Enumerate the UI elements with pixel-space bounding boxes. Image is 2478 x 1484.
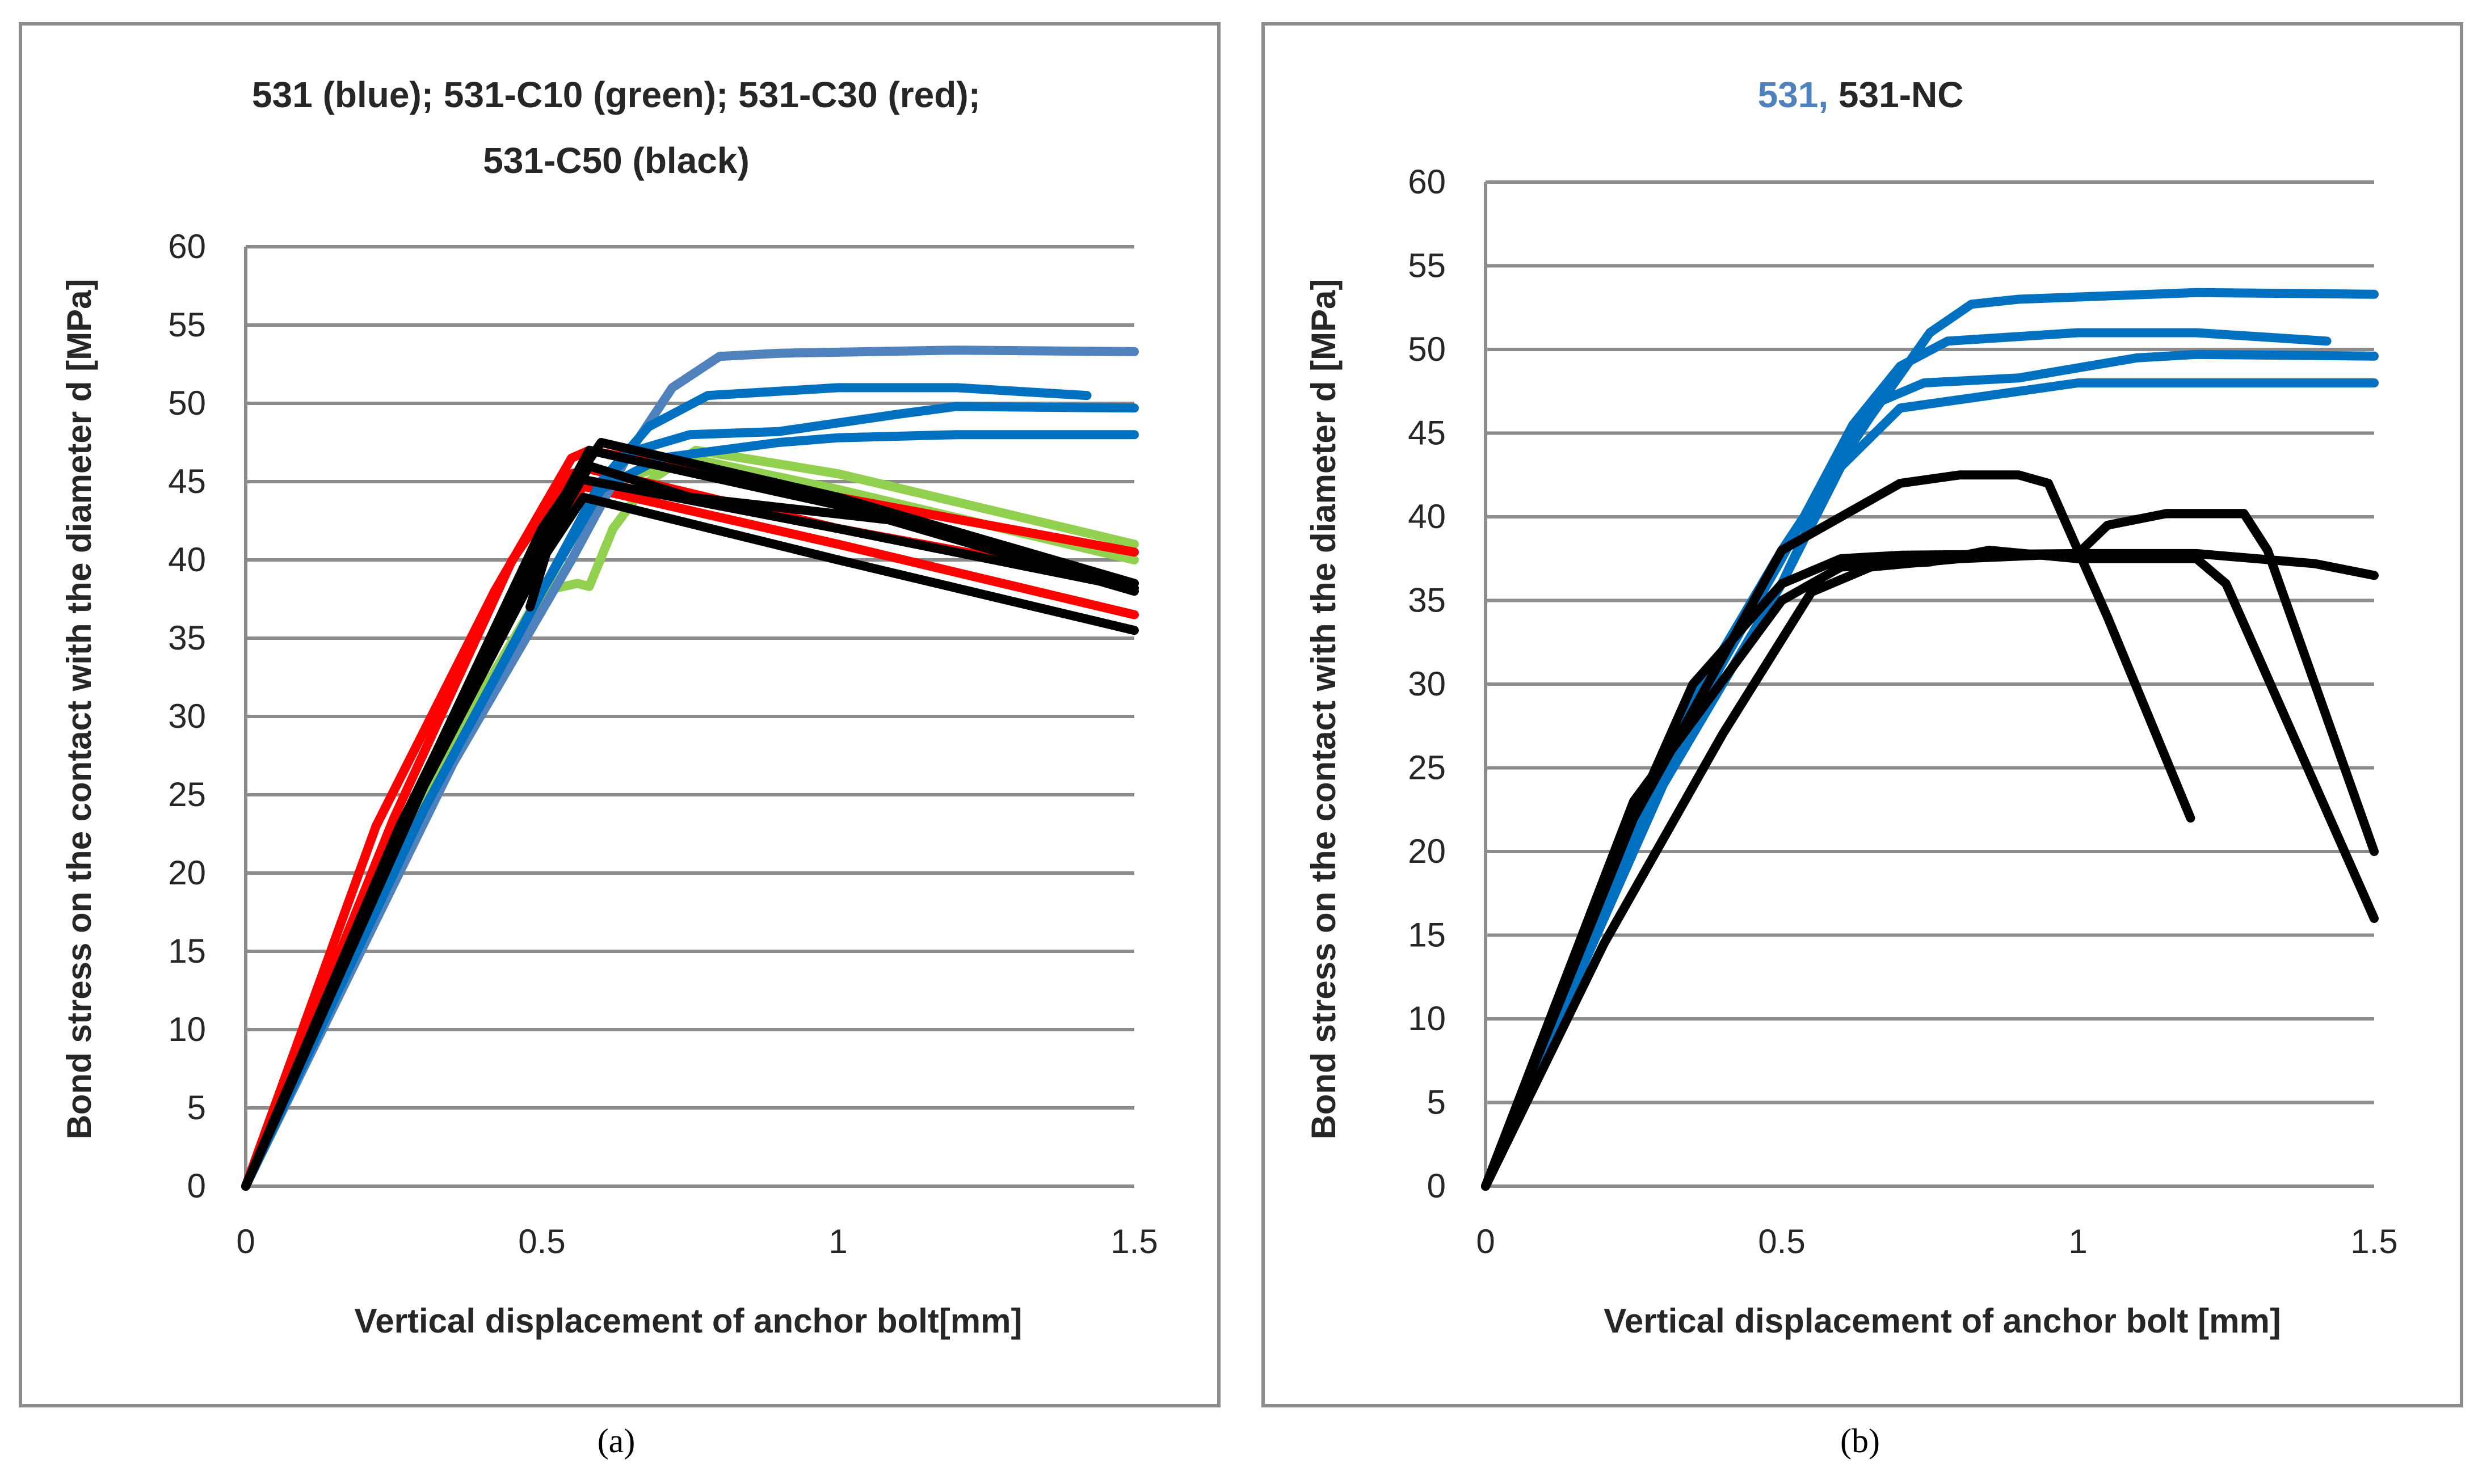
chart-b-y-tick-label: 20 [1408,832,1446,870]
chart-a-x-tick-label: 0 [236,1222,255,1260]
chart-a-grid [244,245,1134,1188]
chart-b-y-tick-label: 10 [1408,1000,1446,1038]
chart-b-y-tick-label: 60 [1408,163,1446,201]
chart-a-x-tick-label: 1.5 [1110,1222,1158,1260]
chart-a-y-tick-label: 15 [168,932,206,970]
chart-a-y-axis-label: Bond stress on the contact with the diam… [60,279,98,1140]
chart-b-x-tick-label: 0.5 [1758,1222,1805,1260]
chart-b-y-tick-label: 55 [1408,247,1446,285]
chart-b-y-axis-label: Bond stress on the contact with the diam… [1305,279,1343,1140]
chart-b-series-line [1481,549,2379,1191]
chart-a-tick-labels: 0 5 10 15 20 25 30 35 40 45 50 55 60 0 0.5 1 1.5 [168,227,1158,1260]
chart-a-x-axis-label: Vertical displacement of anchor bolt[mm] [355,1302,1023,1340]
chart-a: 531 (blue); 531-C10 (green); 531-C30 (re… [19,22,1221,1407]
chart-a-y-tick-label: 55 [168,306,206,344]
chart-a-series-line [241,492,1139,1191]
chart-a-series-line [525,461,902,612]
chart-b-x-axis-label: Vertical displacement of anchor bolt [mm… [1604,1302,2281,1340]
chart-b-y-tick-label: 45 [1408,414,1446,452]
chart-a-y-tick-label: 35 [168,619,206,657]
chart-a-title-line-2: 531-C50 (black) [483,140,750,181]
chart-b-x-tick-label: 1.5 [2350,1222,2397,1260]
chart-a-y-tick-label: 5 [187,1089,206,1127]
chart-b-series-line [1481,546,2379,1191]
chart-a-y-tick-label: 45 [168,462,206,500]
chart-a-y-tick-label: 50 [168,384,206,422]
chart-b-y-tick-label: 40 [1408,498,1446,536]
chart-a-title-line-1: 531 (blue); 531-C10 (green); 531-C30 (re… [252,74,981,115]
chart-b-y-tick-label: 15 [1408,916,1446,954]
chart-b-y-tick-label: 50 [1408,330,1446,368]
chart-b-x-tick-label: 0 [1476,1222,1495,1260]
chart-b-y-tick-label: 0 [1427,1167,1446,1205]
chart-a-y-tick-label: 60 [168,227,206,265]
chart-b-series-line [1481,378,2379,1191]
chart-a-series-line [241,345,1139,1191]
chart-b-y-tick-label: 30 [1408,665,1446,703]
chart-b: 531, 531-NC 0 5 10 15 20 25 30 35 40 45 50 55 60 0 0.5… [1261,22,2463,1407]
chart-a-x-tick-label: 0.5 [518,1222,565,1260]
chart-a-y-tick-label: 20 [168,854,206,892]
caption-a: (a) [598,1422,636,1460]
chart-b-y-tick-label: 25 [1408,749,1446,787]
chart-b-title-part-1: 531, [1758,74,1829,115]
chart-b-y-tick-label: 35 [1408,581,1446,619]
chart-b-series [1481,288,2379,1191]
chart-b-title-part-2: 531-NC [1828,74,1963,115]
chart-a-x-tick-label: 1 [828,1222,847,1260]
chart-a-y-tick-label: 0 [187,1167,206,1205]
chart-a-y-tick-label: 25 [168,775,206,813]
chart-a-y-tick-label: 30 [168,697,206,735]
chart-a-y-tick-label: 10 [168,1010,206,1048]
chart-b-tick-labels: 0 5 10 15 20 25 30 35 40 45 50 55 60 0 0.5 1 1.5 [1408,163,2397,1260]
chart-a-series [241,345,1139,1191]
chart-b-title: 531, 531-NC [1758,74,1964,115]
chart-a-y-tick-label: 40 [168,541,206,579]
chart-b-frame [1261,22,2463,1407]
chart-b-y-tick-label: 5 [1427,1084,1446,1122]
caption-b: (b) [1840,1422,1880,1460]
chart-b-x-tick-label: 1 [2068,1222,2087,1260]
